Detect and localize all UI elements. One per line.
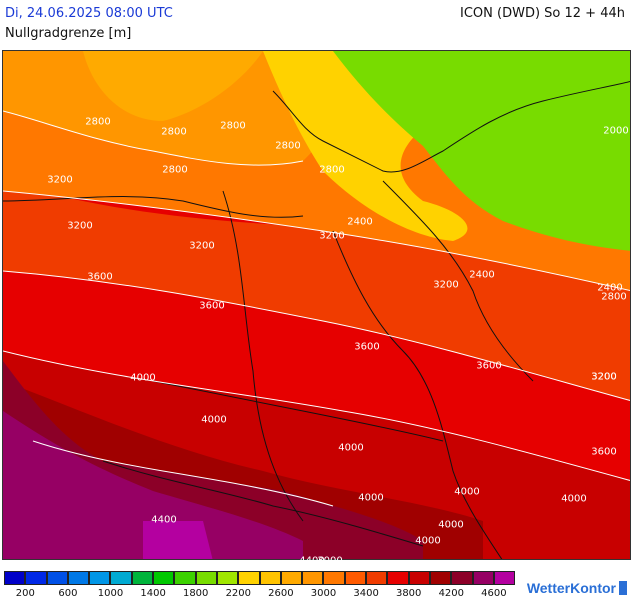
legend-swatch	[89, 571, 111, 585]
isoline-label: 3600	[476, 360, 502, 372]
isoline	[3, 270, 630, 401]
legend-swatch	[195, 571, 217, 585]
map-canvas	[3, 51, 630, 559]
legend-swatch	[387, 571, 409, 585]
legend-swatch	[238, 571, 260, 585]
legend-swatch	[67, 571, 90, 585]
legend-swatch	[174, 571, 196, 585]
legend-swatch	[323, 571, 345, 585]
isoline-label: 4000	[415, 535, 441, 547]
legend-swatch	[25, 571, 47, 585]
legend-swatch	[493, 571, 516, 585]
isoline-label: 4000	[438, 519, 464, 531]
coastline	[272, 80, 630, 173]
isoline-label: 2800	[220, 120, 246, 132]
zone-5000	[143, 521, 213, 559]
isoline-label: 3200	[591, 371, 617, 383]
zone-2400	[83, 51, 263, 121]
isoline-label: 3600	[354, 341, 380, 353]
isoline-label: 4000	[338, 442, 364, 454]
isoline-label: 3000	[317, 555, 343, 567]
color-legend	[4, 571, 516, 585]
isoline-label: 2800	[162, 164, 188, 176]
isoline-label: 3200	[591, 371, 617, 383]
isoline-label: 2400	[347, 216, 373, 228]
isoline-label: 2000	[603, 125, 629, 137]
isoline-label: 2400	[469, 269, 495, 281]
forecast-datetime: Di, 24.06.2025 08:00 UTC	[5, 6, 173, 21]
border-line	[102, 460, 424, 547]
legend-swatch	[344, 571, 367, 585]
border-line	[382, 180, 534, 382]
legend-swatch	[110, 571, 132, 585]
border-line	[222, 190, 304, 522]
isoline-label: 4400	[151, 514, 177, 526]
border-line	[152, 380, 444, 442]
isoline-label: 4000	[201, 414, 227, 426]
isoline-label: 4000	[561, 493, 587, 505]
legend-swatch	[280, 571, 303, 585]
isoline-label: 3600	[591, 446, 617, 458]
isoline-label: 2800	[601, 291, 627, 303]
isoline-label: 3200	[433, 279, 459, 291]
brand-mark-icon	[619, 581, 627, 595]
legend-swatch	[472, 571, 494, 585]
legend-swatch	[216, 571, 239, 585]
legend-swatch	[302, 571, 324, 585]
parameter-label: Nullgradgrenze [m]	[5, 26, 132, 41]
zone-4800	[3, 411, 303, 559]
isoline-label: 3600	[87, 271, 113, 283]
forecast-map	[2, 50, 631, 560]
legend-swatch	[259, 571, 281, 585]
isoline-label: 3200	[319, 230, 345, 242]
legend-swatch	[429, 571, 452, 585]
isoline-label: 3200	[67, 220, 93, 232]
legend-swatch	[46, 571, 68, 585]
legend-swatch	[366, 571, 388, 585]
border-line	[332, 230, 503, 559]
isoline	[32, 440, 334, 507]
isoline-label: 3600	[199, 300, 225, 312]
legend-label: 1800	[182, 588, 209, 599]
legend-label: 600	[58, 588, 78, 599]
legend-swatch	[4, 571, 26, 585]
legend-label: 2200	[225, 588, 252, 599]
isoline-label: 3200	[189, 240, 215, 252]
isoline-label: 4000	[454, 486, 480, 498]
isoline	[3, 110, 304, 166]
isoline-label: 2800	[85, 116, 111, 128]
zone-1800	[333, 51, 630, 251]
isoline-label: 2800	[319, 164, 345, 176]
brand-logo: WetterKontor	[527, 580, 627, 596]
legend-swatch	[153, 571, 175, 585]
legend-label: 3400	[353, 588, 379, 599]
isoline-label: 4000	[130, 372, 156, 384]
legend-swatch	[131, 571, 154, 585]
legend-label: 4600	[481, 588, 507, 599]
legend-swatch	[451, 571, 473, 585]
border-line	[3, 196, 304, 218]
isoline-label: 4000	[603, 598, 629, 610]
legend-label: 3800	[395, 588, 422, 599]
isoline-label: 4400	[299, 555, 325, 567]
isoline-label: 3200	[47, 174, 73, 186]
legend-label: 4200	[438, 588, 465, 599]
legend-label: 2600	[268, 588, 294, 599]
isoline-label: 4000	[358, 492, 384, 504]
legend-swatch	[408, 571, 430, 585]
isoline-label: 2800	[161, 126, 187, 138]
legend-label: 3000	[310, 588, 337, 599]
zone-3600	[3, 181, 630, 401]
brand-name: WetterKontor	[526, 580, 616, 596]
legend-label: 1400	[140, 588, 166, 599]
legend-label: 1000	[97, 588, 124, 599]
model-run-label: ICON (DWD) So 12 + 44h	[460, 6, 625, 21]
legend-label: 200	[15, 588, 35, 599]
isoline	[3, 350, 630, 481]
isoline-label: 2800	[275, 140, 301, 152]
isoline	[3, 190, 630, 292]
isoline-label: 2400	[597, 282, 623, 294]
isoline-label: 4000	[485, 587, 511, 599]
